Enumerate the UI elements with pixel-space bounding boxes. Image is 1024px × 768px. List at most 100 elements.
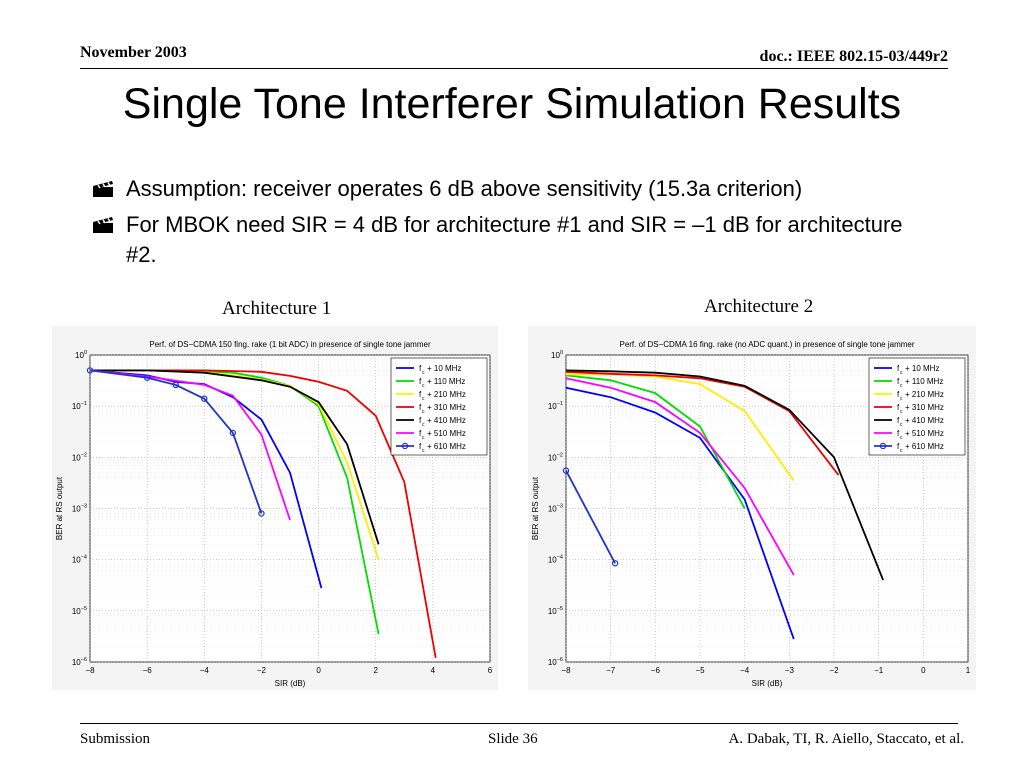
series-line bbox=[90, 369, 380, 545]
legend-label-subscript: c bbox=[422, 396, 425, 402]
legend-label-subscript: c bbox=[900, 422, 903, 428]
legend-label: + 510 MHz bbox=[427, 429, 466, 438]
clapperboard-icon bbox=[93, 217, 113, 233]
header-date: November 2003 bbox=[80, 44, 187, 61]
bullet-item: Assumption: receiver operates 6 dB above… bbox=[88, 174, 928, 204]
x-tick-label: 0 bbox=[316, 666, 321, 675]
legend-label-f: f bbox=[897, 377, 900, 386]
legend-label-subscript: c bbox=[422, 383, 425, 389]
legend-label-f: f bbox=[419, 390, 422, 399]
legend-label: + 610 MHz bbox=[905, 442, 944, 451]
x-tick-label: −6 bbox=[143, 666, 153, 675]
data-point bbox=[562, 467, 570, 474]
legend-label-f: f bbox=[897, 364, 900, 373]
y-tick-label: 10−2 bbox=[72, 452, 87, 462]
y-tick-exponent: −4 bbox=[81, 555, 87, 561]
data-point bbox=[611, 560, 619, 567]
y-tick-label: 100 bbox=[551, 350, 563, 360]
x-tick-label: −5 bbox=[695, 666, 705, 675]
y-tick-exponent: −3 bbox=[81, 504, 87, 510]
legend-label-f: f bbox=[897, 429, 900, 438]
series-line bbox=[90, 369, 437, 659]
legend-label-f: f bbox=[419, 416, 422, 425]
legend-label-subscript: c bbox=[422, 422, 425, 428]
legend-label-f: f bbox=[419, 377, 422, 386]
legend-label-f: f bbox=[897, 416, 900, 425]
y-tick-exponent: 0 bbox=[84, 350, 87, 356]
chart-architecture-2: Perf. of DS−CDMA 16 fing. rake (no ADC q… bbox=[528, 326, 976, 690]
x-tick-label: −1 bbox=[874, 666, 884, 675]
legend-label: + 410 MHz bbox=[905, 416, 944, 425]
y-tick-exponent: −4 bbox=[557, 555, 563, 561]
y-tick-label: 10−3 bbox=[548, 504, 563, 514]
ber-plot-architecture-2: Perf. of DS−CDMA 16 fing. rake (no ADC q… bbox=[531, 340, 971, 688]
legend-label: + 10 MHz bbox=[905, 364, 939, 373]
legend-label-subscript: c bbox=[422, 409, 425, 415]
chart-title: Perf. of DS−CDMA 150 fing. rake (1 bit A… bbox=[149, 340, 431, 349]
y-tick-exponent: −2 bbox=[557, 452, 563, 458]
y-tick-label: 10−1 bbox=[548, 401, 563, 411]
legend-label-f: f bbox=[419, 442, 422, 451]
data-point bbox=[201, 395, 208, 402]
x-axis-label: SIR (dB) bbox=[752, 679, 783, 688]
bullet-list: Assumption: receiver operates 6 dB above… bbox=[88, 174, 928, 276]
y-axis-label: BER at RS output bbox=[55, 476, 64, 540]
x-tick-label: −6 bbox=[651, 666, 661, 675]
header-rule bbox=[80, 68, 948, 69]
legend-marker bbox=[879, 442, 887, 450]
chart-architecture-1: Perf. of DS−CDMA 150 fing. rake (1 bit A… bbox=[52, 326, 498, 690]
legend-label-subscript: c bbox=[900, 448, 903, 454]
y-tick-label: 10−4 bbox=[72, 555, 87, 565]
footer-rule bbox=[80, 723, 958, 724]
data-point bbox=[86, 367, 94, 374]
footer-slide-number: Slide 36 bbox=[488, 731, 538, 747]
legend-label: + 410 MHz bbox=[427, 416, 466, 425]
x-tick-label: −4 bbox=[740, 666, 750, 675]
x-tick-label: −4 bbox=[200, 666, 210, 675]
series-line bbox=[565, 369, 884, 581]
data-point bbox=[172, 381, 179, 389]
series-line bbox=[565, 377, 795, 576]
x-tick-label: −7 bbox=[606, 666, 616, 675]
x-tick-label: −3 bbox=[785, 666, 795, 675]
legend-label-subscript: c bbox=[900, 396, 903, 402]
footer-left: Submission bbox=[80, 731, 151, 747]
series-line bbox=[89, 369, 263, 514]
y-axis-label: BER at RS output bbox=[531, 476, 540, 540]
y-tick-exponent: −5 bbox=[81, 606, 87, 612]
legend-label-subscript: c bbox=[422, 435, 425, 441]
legend-label-subscript: c bbox=[900, 435, 903, 441]
legend-label-f: f bbox=[419, 364, 422, 373]
data-point bbox=[258, 510, 265, 517]
y-tick-exponent: 0 bbox=[560, 350, 563, 356]
ber-plot-architecture-1: Perf. of DS−CDMA 150 fing. rake (1 bit A… bbox=[55, 340, 493, 688]
legend-label: + 10 MHz bbox=[427, 364, 461, 373]
legend-label-subscript: c bbox=[900, 409, 903, 415]
x-tick-label: −8 bbox=[85, 666, 95, 675]
x-tick-label: 2 bbox=[373, 666, 378, 675]
slide-title: Single Tone Interferer Simulation Result… bbox=[122, 80, 902, 128]
y-tick-exponent: −1 bbox=[557, 401, 563, 407]
clapperboard-icon bbox=[93, 181, 113, 197]
y-tick-label: 10−6 bbox=[72, 657, 87, 667]
legend-label-f: f bbox=[419, 429, 422, 438]
y-tick-label: 10−1 bbox=[72, 401, 87, 411]
bullet-item: For MBOK need SIR = 4 dB for architectur… bbox=[88, 210, 928, 270]
legend-label: + 210 MHz bbox=[905, 390, 944, 399]
legend-label: + 210 MHz bbox=[427, 390, 466, 399]
x-tick-label: −8 bbox=[561, 666, 571, 675]
legend-label: + 110 MHz bbox=[905, 377, 943, 386]
legend-label-f: f bbox=[897, 442, 900, 451]
x-axis-label: SIR (dB) bbox=[275, 679, 306, 688]
bullet-text: For MBOK need SIR = 4 dB for architectur… bbox=[126, 212, 903, 267]
legend-marker bbox=[401, 442, 409, 450]
x-tick-label: 0 bbox=[921, 666, 926, 675]
chart-title: Perf. of DS−CDMA 16 fing. rake (no ADC q… bbox=[619, 340, 914, 349]
bullet-text: Assumption: receiver operates 6 dB above… bbox=[126, 176, 803, 201]
y-tick-exponent: −5 bbox=[557, 606, 563, 612]
y-tick-label: 10−4 bbox=[548, 555, 563, 565]
y-tick-exponent: −3 bbox=[557, 504, 563, 510]
legend-label: + 310 MHz bbox=[905, 403, 944, 412]
legend-label-f: f bbox=[897, 403, 900, 412]
